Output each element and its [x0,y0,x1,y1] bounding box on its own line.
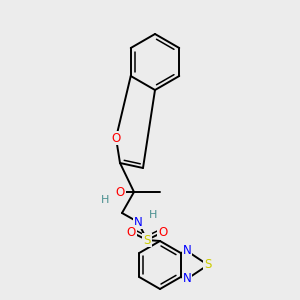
Text: N: N [183,244,191,257]
Text: S: S [204,259,212,272]
Text: H: H [149,210,157,220]
Text: O: O [158,226,168,238]
Text: S: S [143,233,151,247]
Text: O: O [126,226,136,238]
Text: N: N [183,272,191,286]
Text: O: O [111,131,121,145]
Text: O: O [116,185,124,199]
Text: N: N [134,215,142,229]
Text: H: H [101,195,109,205]
